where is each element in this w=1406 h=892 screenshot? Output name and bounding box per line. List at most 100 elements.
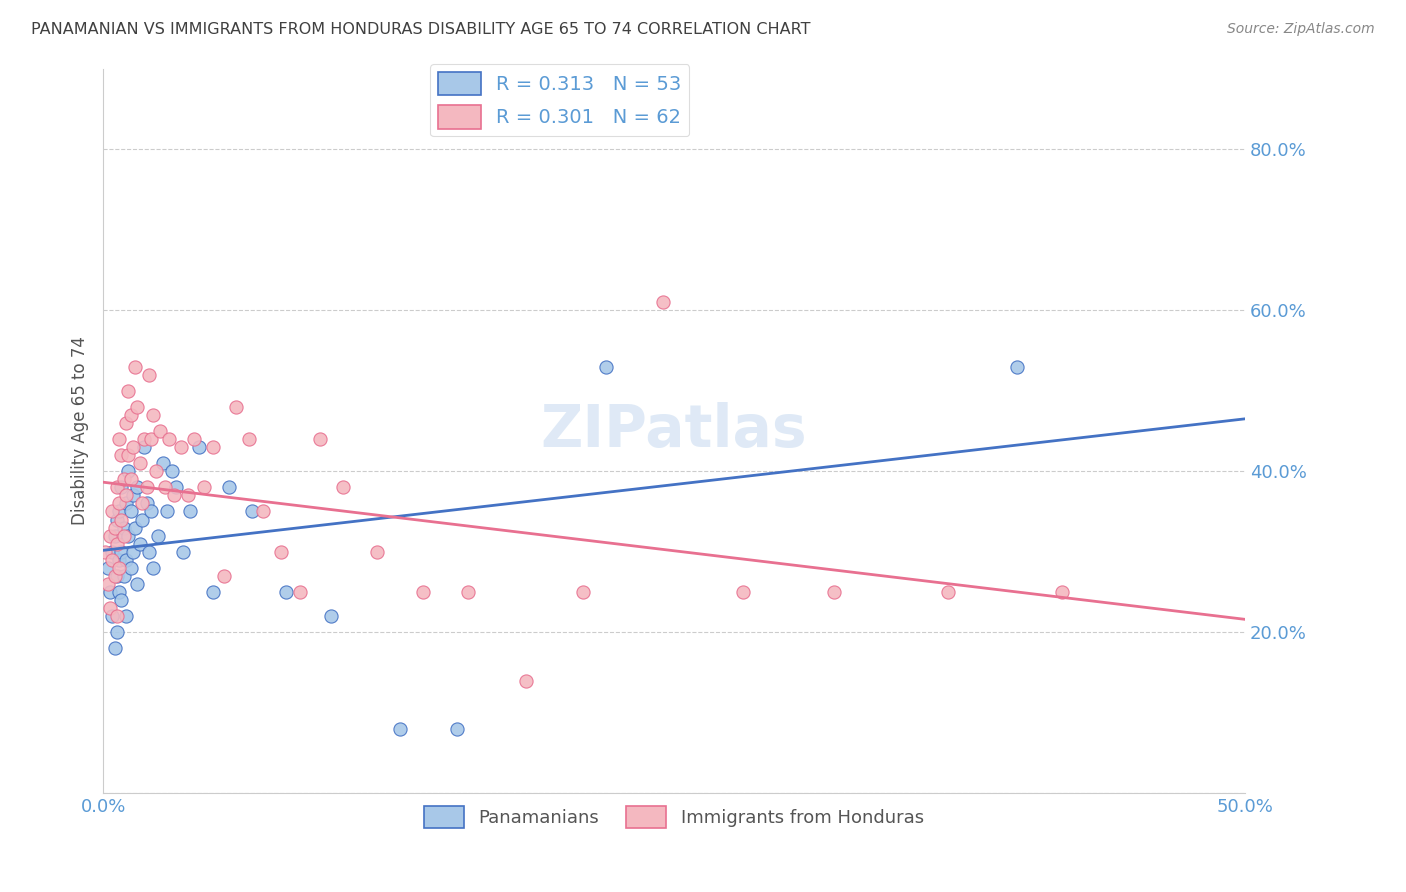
Point (128, 537, 150, 551)
Point (121, 545, 143, 559)
Text: ZIPatlas: ZIPatlas (541, 402, 807, 459)
Point (1050, 585, 1073, 599)
Point (105, 512, 128, 526)
Point (120, 504, 142, 518)
Point (366, 545, 388, 559)
Point (571, 585, 593, 599)
Point (201, 440, 224, 454)
Point (218, 480, 240, 494)
Point (112, 569, 135, 583)
Point (108, 585, 131, 599)
Point (157, 432, 180, 446)
Point (1005, 359, 1028, 374)
Point (112, 528, 135, 542)
Point (110, 545, 132, 559)
Point (117, 448, 139, 462)
Point (515, 673, 537, 688)
Point (146, 528, 169, 542)
Point (94, 545, 117, 559)
Text: Source: ZipAtlas.com: Source: ZipAtlas.com (1227, 22, 1375, 37)
Point (225, 400, 247, 414)
Point (201, 585, 224, 599)
Point (98, 585, 121, 599)
Point (193, 480, 215, 494)
Point (145, 464, 167, 478)
Point (103, 528, 125, 542)
Point (97, 577, 120, 591)
Point (108, 561, 131, 575)
Point (332, 480, 354, 494)
Point (651, 295, 673, 310)
Point (138, 545, 160, 559)
Point (115, 488, 138, 502)
Point (288, 585, 311, 599)
Point (117, 464, 139, 478)
Point (121, 488, 143, 502)
Point (412, 585, 434, 599)
Point (108, 496, 131, 510)
Point (388, 722, 411, 736)
Point (101, 504, 124, 518)
Point (138, 368, 160, 382)
Point (183, 432, 205, 446)
Point (252, 504, 274, 518)
Point (121, 440, 143, 454)
Point (120, 561, 142, 575)
Point (117, 528, 139, 542)
Point (165, 480, 187, 494)
Point (238, 432, 260, 446)
Point (115, 416, 138, 430)
Point (124, 359, 146, 374)
Point (110, 448, 132, 462)
Point (179, 504, 201, 518)
Point (108, 553, 131, 567)
Point (457, 585, 479, 599)
Point (212, 569, 235, 583)
Point (270, 545, 292, 559)
Point (101, 553, 124, 567)
Point (98, 528, 121, 542)
Point (98, 601, 121, 615)
Point (103, 569, 125, 583)
Point (110, 593, 132, 607)
Point (127, 577, 149, 591)
Point (446, 722, 468, 736)
Point (134, 432, 156, 446)
Point (595, 359, 617, 374)
Point (160, 464, 183, 478)
Point (731, 585, 754, 599)
Point (105, 480, 128, 494)
Point (105, 569, 128, 583)
Point (170, 440, 193, 454)
Point (142, 408, 165, 422)
Point (149, 424, 172, 438)
Point (142, 561, 165, 575)
Point (153, 480, 176, 494)
Point (131, 512, 153, 526)
Point (115, 496, 138, 510)
Point (127, 400, 149, 414)
Point (117, 384, 139, 398)
Point (115, 609, 138, 624)
Point (139, 504, 162, 518)
Point (156, 504, 179, 518)
Point (172, 545, 194, 559)
Point (112, 472, 135, 486)
Point (110, 512, 132, 526)
Text: PANAMANIAN VS IMMIGRANTS FROM HONDURAS DISABILITY AGE 65 TO 74 CORRELATION CHART: PANAMANIAN VS IMMIGRANTS FROM HONDURAS D… (31, 22, 810, 37)
Point (108, 432, 131, 446)
Point (309, 432, 332, 446)
Point (240, 504, 263, 518)
Point (274, 585, 297, 599)
Point (120, 472, 142, 486)
Point (823, 585, 845, 599)
Y-axis label: Disability Age 65 to 74: Disability Age 65 to 74 (72, 336, 89, 525)
Point (135, 480, 157, 494)
Point (112, 520, 135, 534)
Point (139, 432, 162, 446)
Point (134, 440, 156, 454)
Point (110, 480, 132, 494)
Point (103, 641, 125, 656)
Point (108, 504, 131, 518)
Point (105, 609, 128, 624)
